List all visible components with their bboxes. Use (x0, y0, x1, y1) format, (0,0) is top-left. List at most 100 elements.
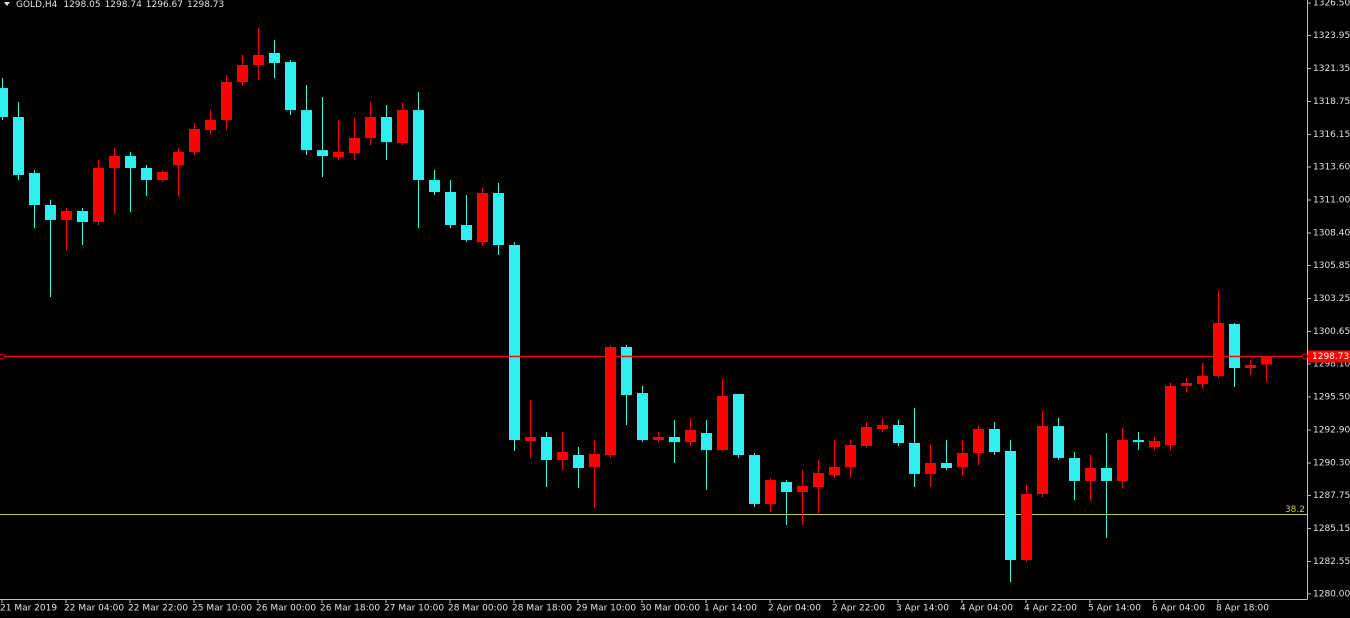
candle-body (797, 486, 808, 493)
candle-body (733, 394, 744, 456)
chart-header: GOLD,H4 1298.05 1298.74 1296.67 1298.73 (16, 0, 224, 10)
symbol: GOLD,H4 (16, 0, 58, 10)
menu-arrow[interactable] (4, 2, 10, 6)
y-tick-label: 1285.15 (1313, 524, 1350, 534)
candle-body (77, 211, 88, 222)
x-tick-label: 3 Apr 14:00 (896, 604, 949, 614)
candle-body (509, 244, 520, 441)
x-tick-label: 4 Apr 04:00 (960, 604, 1013, 614)
candle-body (989, 428, 1000, 452)
candle-body (845, 444, 856, 467)
candle-body (157, 172, 168, 181)
candle-body (605, 347, 616, 456)
candle-body (93, 167, 104, 222)
candle-body (445, 192, 456, 226)
candle-body (669, 436, 680, 443)
candle-body (13, 117, 24, 175)
y-tick-label: 1303.25 (1313, 294, 1350, 304)
candle-body (29, 173, 40, 205)
candle-body (1117, 440, 1128, 481)
candle-body (1213, 323, 1224, 376)
candle-body (701, 433, 712, 451)
candle-body (381, 117, 392, 143)
candle-body (1053, 426, 1064, 458)
candle-body (861, 426, 872, 447)
header-open: 1298.05 (63, 0, 100, 10)
candle-body (541, 436, 552, 460)
candle-body (461, 225, 472, 241)
candle-body (573, 455, 584, 468)
candle-body (1197, 375, 1208, 385)
candle-body (1101, 467, 1112, 481)
candle-body (269, 52, 280, 64)
candle-body (925, 463, 936, 474)
fib-level-label: 38.2 (1285, 505, 1305, 515)
candle-body (301, 110, 312, 151)
y-tick-label: 1321.35 (1313, 64, 1350, 74)
y-tick-label: 1318.75 (1313, 97, 1350, 107)
x-tick-label: 29 Mar 10:00 (576, 604, 636, 614)
y-tick-label: 1300.65 (1313, 327, 1350, 337)
x-tick-label: 27 Mar 10:00 (384, 604, 444, 614)
header-close: 1298.73 (187, 0, 224, 10)
y-tick-label: 1298.10 (1313, 359, 1350, 369)
candle-body (749, 455, 760, 504)
y-tick-label: 1280.00 (1313, 589, 1350, 599)
candle-body (365, 117, 376, 138)
candle-body (477, 193, 488, 243)
candle-body (237, 65, 248, 82)
x-tick-label: 2 Apr 22:00 (832, 604, 885, 614)
candle-body (173, 151, 184, 166)
candle-body (253, 55, 264, 66)
candle-body (1165, 386, 1176, 445)
x-tick-label: 6 Apr 04:00 (1152, 604, 1205, 614)
x-tick-label: 30 Mar 00:00 (640, 604, 700, 614)
candle-body (893, 425, 904, 443)
candle-body (557, 451, 568, 460)
x-tick-label: 25 Mar 10:00 (192, 604, 252, 614)
y-tick-label: 1287.75 (1313, 491, 1350, 501)
candle-body (397, 110, 408, 143)
y-tick-label: 1323.95 (1313, 31, 1350, 41)
candle-body (829, 466, 840, 475)
y-tick-label: 1282.55 (1313, 557, 1350, 567)
x-tick-label: 22 Mar 04:00 (64, 604, 124, 614)
candle-body (1005, 450, 1016, 560)
x-tick-label: 28 Mar 18:00 (512, 604, 572, 614)
candle-body (1021, 494, 1032, 560)
candle-body (205, 119, 216, 130)
price-label: 1298.73 (1312, 352, 1349, 362)
candle-body (189, 128, 200, 152)
x-tick-label: 4 Apr 22:00 (1024, 604, 1077, 614)
candle-body (973, 428, 984, 453)
x-tick-label: 26 Mar 18:00 (320, 604, 380, 614)
candle-body (413, 110, 424, 181)
candle-body (1245, 365, 1256, 368)
x-tick-label: 5 Apr 14:00 (1088, 604, 1141, 614)
candle-body (525, 436, 536, 442)
candle-body (1181, 382, 1192, 387)
candle-body (717, 396, 728, 451)
y-tick-label: 1311.00 (1313, 196, 1350, 206)
x-tick-label: 21 Mar 2019 (0, 604, 57, 614)
candle-body (957, 452, 968, 467)
y-tick-label: 1290.30 (1313, 459, 1350, 469)
x-tick-label: 8 Apr 18:00 (1216, 604, 1269, 614)
candle-body (1037, 426, 1048, 495)
price-line-handle (0, 353, 5, 360)
x-tick-label: 22 Mar 22:00 (128, 604, 188, 614)
y-tick-label: 1326.50 (1313, 0, 1350, 9)
candle-body (1149, 441, 1160, 448)
candle-body (333, 151, 344, 158)
candle-body (685, 429, 696, 443)
y-tick-label: 1308.40 (1313, 229, 1350, 239)
candle-body (589, 454, 600, 467)
candle-body (1069, 457, 1080, 481)
candle-body (813, 473, 824, 488)
candle-body (141, 167, 152, 181)
x-tick-label: 28 Mar 00:00 (448, 604, 508, 614)
candle-body (877, 425, 888, 429)
y-tick-label: 1316.15 (1313, 130, 1350, 140)
